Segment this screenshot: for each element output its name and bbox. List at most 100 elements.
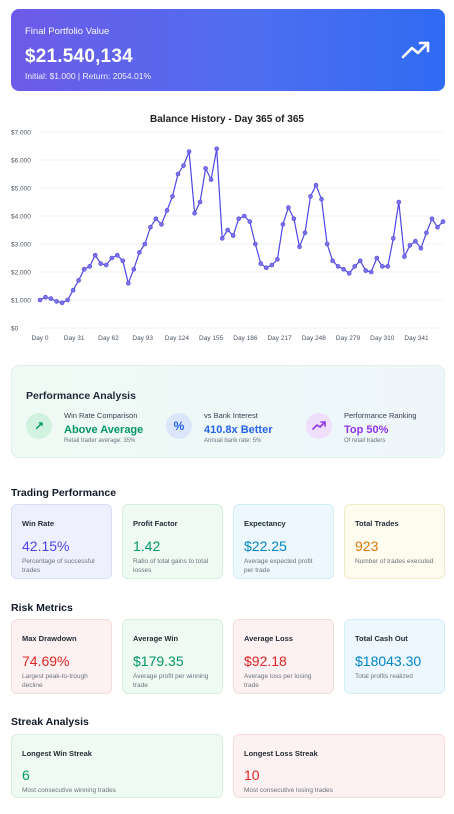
- profit-factor-value: 1.42: [133, 538, 161, 554]
- data-point: [335, 264, 341, 269]
- data-point: [54, 299, 59, 304]
- final-portfolio-card: Final Portfolio Value $21.540,134 Initia…: [11, 9, 445, 91]
- data-point: [275, 257, 280, 262]
- y-tick-label: $3.000: [11, 242, 31, 249]
- data-point: [103, 262, 109, 268]
- data-point: [153, 216, 159, 222]
- average-win-title: Average Win: [133, 634, 179, 643]
- expectancy-card: Expectancy $22.25 Average expected profi…: [233, 504, 334, 579]
- data-point: [175, 171, 181, 177]
- data-point: [115, 252, 120, 258]
- data-point: [164, 208, 170, 213]
- data-point: [98, 261, 103, 266]
- average-loss-card: Average Loss $92.18 Average loss per los…: [233, 619, 334, 694]
- y-tick-label: $7.000: [11, 130, 31, 137]
- data-point: [319, 196, 324, 202]
- total-trades-title: Total Trades: [355, 519, 399, 528]
- bank-interest-label: vs Bank Interest: [204, 411, 258, 420]
- total-trades-card: Total Trades 923 Number of trades execut…: [344, 504, 445, 579]
- data-point: [357, 258, 363, 264]
- x-tick-label: Day 124: [165, 335, 190, 342]
- x-tick-label: Day 62: [98, 335, 119, 342]
- risk-metrics-title: Risk Metrics: [11, 602, 73, 614]
- data-point: [76, 278, 81, 283]
- data-point: [280, 222, 286, 227]
- data-point: [286, 205, 291, 210]
- average-loss-title: Average Loss: [244, 634, 293, 643]
- max-drawdown-card: Max Drawdown 74.69% Largest peak-to-trou…: [11, 619, 112, 694]
- x-tick-label: Day 217: [267, 335, 292, 342]
- data-point: [352, 264, 358, 269]
- data-point: [81, 266, 87, 272]
- expectancy-title: Expectancy: [244, 519, 286, 528]
- data-point: [65, 297, 70, 303]
- win-rate-comparison-value: Above Average: [64, 424, 144, 436]
- data-point: [181, 163, 186, 168]
- data-point: [308, 194, 313, 199]
- data-point: [341, 266, 346, 272]
- final-portfolio-label: Final Portfolio Value: [25, 26, 110, 37]
- win-rate-value: 42.15%: [22, 538, 70, 554]
- data-point: [247, 219, 253, 224]
- win-rate-comparison-note: Retail trader average: 35%: [64, 438, 136, 444]
- total-cash-out-card: Total Cash Out $18043.30 Total profits r…: [344, 619, 445, 694]
- win-rate-comparison-label: Win Rate Comparison: [64, 411, 138, 420]
- data-point: [302, 230, 308, 236]
- data-point: [390, 236, 396, 241]
- data-point: [346, 271, 352, 276]
- data-point: [197, 199, 203, 205]
- x-tick-label: Day 93: [132, 335, 153, 342]
- data-point: [368, 269, 374, 275]
- data-point: [87, 264, 92, 269]
- data-point: [413, 238, 418, 244]
- chart-title: Balance History - Day 365 of 365: [150, 114, 304, 125]
- data-point: [374, 255, 380, 261]
- data-point: [330, 258, 335, 264]
- data-point: [148, 224, 153, 230]
- data-point: [43, 294, 48, 300]
- performance-analysis-title: Performance Analysis: [26, 390, 136, 402]
- data-point: [424, 230, 429, 236]
- performance-ranking-note: Of retail traders: [344, 438, 386, 444]
- data-point: [236, 216, 241, 222]
- average-win-value: $179.35: [133, 653, 184, 669]
- profit-factor-desc: Ratio of total gains to total losses: [133, 558, 209, 574]
- total-cash-out-title: Total Cash Out: [355, 634, 408, 643]
- profit-factor-title: Profit Factor: [133, 519, 178, 528]
- performance-ranking-label: Performance Ranking: [344, 411, 417, 420]
- x-tick-label: Day 155: [199, 335, 224, 342]
- longest-win-streak-value: 6: [22, 767, 30, 783]
- longest-loss-streak-desc: Most consecutive losing trades: [244, 787, 333, 794]
- longest-loss-streak-value: 10: [244, 767, 260, 783]
- data-point: [109, 255, 115, 261]
- data-point: [131, 266, 137, 272]
- expectancy-value: $22.25: [244, 538, 287, 554]
- average-loss-value: $92.18: [244, 653, 287, 669]
- total-cash-out-value: $18043.30: [355, 653, 422, 669]
- average-win-desc: Average profit per winning trade: [133, 673, 209, 689]
- data-point: [440, 219, 446, 224]
- x-tick-label: Day 0: [32, 335, 49, 342]
- data-point: [170, 194, 175, 199]
- data-point: [225, 227, 230, 233]
- data-point: [324, 241, 330, 247]
- data-point: [186, 149, 192, 154]
- balance-history-chart: Balance History - Day 365 of 365 $0 $1.00…: [0, 110, 454, 350]
- data-point: [269, 262, 275, 268]
- arrow-up-right-icon: ↗: [26, 413, 52, 439]
- data-point: [142, 241, 148, 247]
- data-point: [435, 224, 440, 230]
- x-tick-label: Day 186: [233, 335, 258, 342]
- x-tick-label: Day 341: [404, 335, 429, 342]
- data-point: [263, 265, 269, 271]
- longest-win-streak-title: Longest Win Streak: [22, 749, 92, 758]
- data-point: [37, 297, 43, 303]
- y-tick-label: $6.000: [11, 158, 31, 165]
- longest-win-streak-desc: Most consecutive winning trades: [22, 787, 116, 794]
- data-point: [203, 166, 208, 171]
- data-point: [291, 216, 297, 222]
- data-point: [363, 268, 369, 273]
- win-rate-desc: Percentage of successful trades: [22, 558, 95, 574]
- trending-up-icon: [401, 41, 430, 59]
- series-line: [39, 148, 444, 304]
